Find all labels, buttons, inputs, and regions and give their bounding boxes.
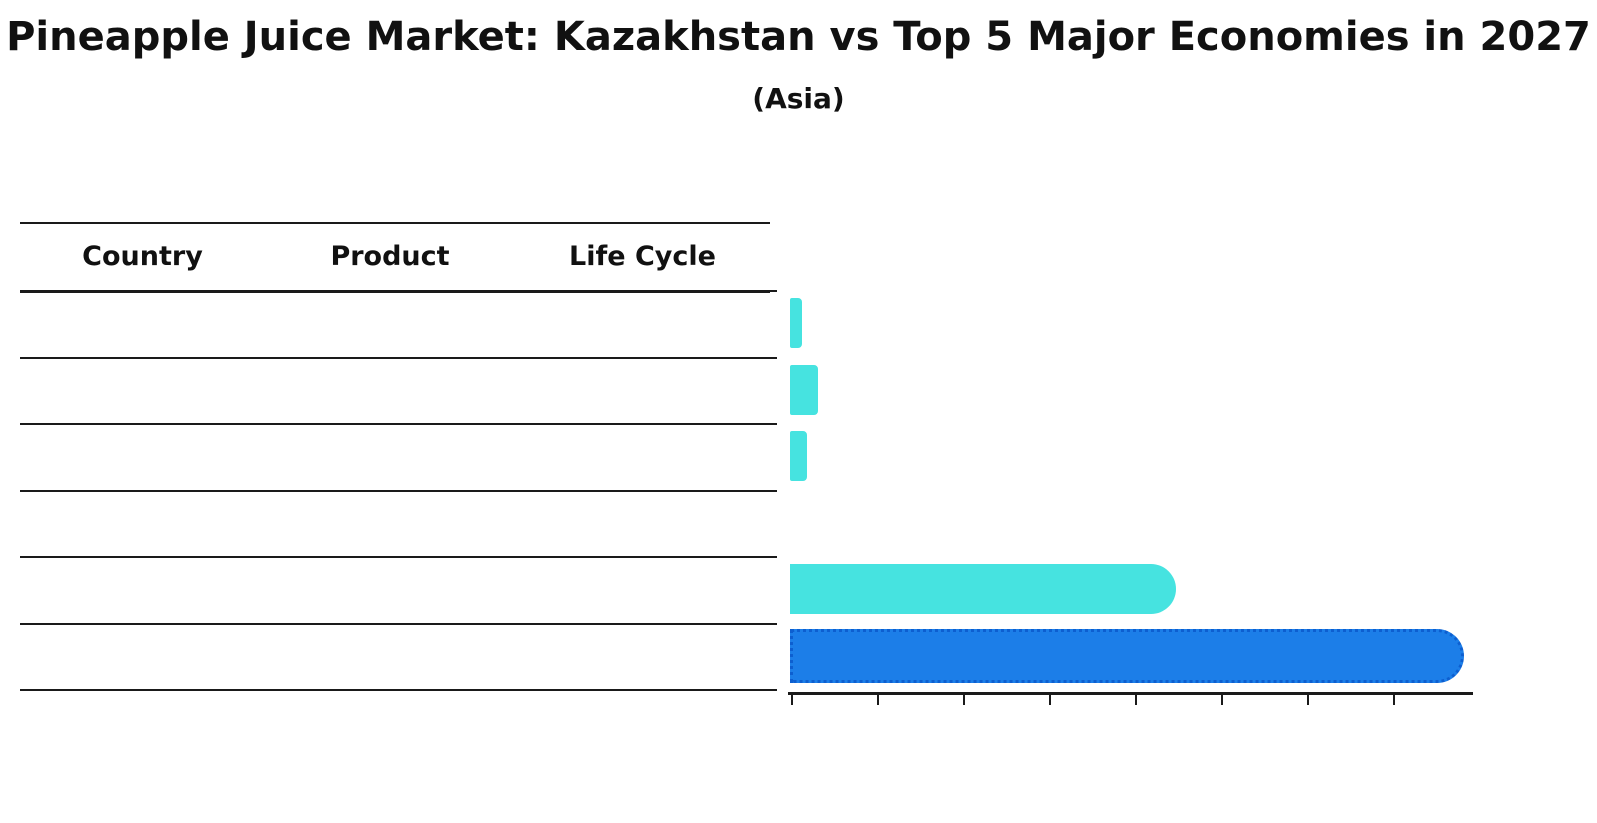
table-cell-life-cycle (515, 357, 770, 423)
y-axis-tick (762, 623, 777, 625)
value-label (1480, 423, 1590, 489)
table-cell-product (265, 556, 515, 622)
table-header-line (20, 290, 770, 293)
x-axis-tick (1393, 695, 1395, 705)
table-row-line (20, 556, 770, 558)
column-header-product: Product (330, 240, 450, 272)
table-cell-product (265, 423, 515, 489)
y-axis-tick (762, 423, 777, 425)
bar-india (790, 365, 818, 415)
table-top-line (20, 222, 770, 224)
value-label (1480, 357, 1590, 423)
table-row-line (20, 357, 770, 359)
y-axis-tick (762, 689, 777, 691)
table-cell-product (265, 357, 515, 423)
value-label (1480, 290, 1590, 356)
y-axis-tick (762, 357, 777, 359)
x-axis-tick (1221, 695, 1223, 705)
table-cell-country (20, 423, 265, 489)
chart-title: Pineapple Juice Market: Kazakhstan vs To… (6, 14, 1591, 60)
x-axis-tick (791, 695, 793, 705)
table-cell-country (20, 357, 265, 423)
table-cell-life-cycle (515, 556, 770, 622)
table-cell-product (265, 623, 515, 689)
value-label (1480, 623, 1590, 689)
x-axis-tick (1307, 695, 1309, 705)
column-header-life-cycle: Life Cycle (569, 240, 716, 272)
table-cell-product (265, 290, 515, 356)
table-cell-life-cycle (515, 490, 770, 556)
bar-china (790, 298, 802, 348)
y-axis-tick (762, 490, 777, 492)
table-cell-life-cycle (515, 423, 770, 489)
bar-highlight-kazakhstan (790, 629, 1464, 683)
x-axis-tick (877, 695, 879, 705)
x-axis-tick (963, 695, 965, 705)
x-axis-tick (1135, 695, 1137, 705)
table-cell-country (20, 290, 265, 356)
table-cell-life-cycle (515, 623, 770, 689)
table-row-line (20, 623, 770, 625)
y-axis-tick (762, 556, 777, 558)
bar-japan (790, 431, 807, 481)
column-header-country: Country (82, 240, 203, 272)
y-axis-tick (762, 290, 777, 292)
table-row-line (20, 689, 770, 691)
table-cell-country (20, 623, 265, 689)
table-cell-product (265, 490, 515, 556)
table-cell-country (20, 556, 265, 622)
x-axis-tick (1049, 695, 1051, 705)
table-cell-life-cycle (515, 290, 770, 356)
x-axis-line (788, 692, 1473, 695)
table-row-line (20, 423, 770, 425)
table-row-line (20, 490, 770, 492)
value-label (1480, 556, 1590, 622)
table-cell-country (20, 490, 265, 556)
value-label (1480, 490, 1590, 556)
chart-subtitle: (Asia) (752, 82, 845, 115)
bar-korea (790, 564, 1176, 614)
